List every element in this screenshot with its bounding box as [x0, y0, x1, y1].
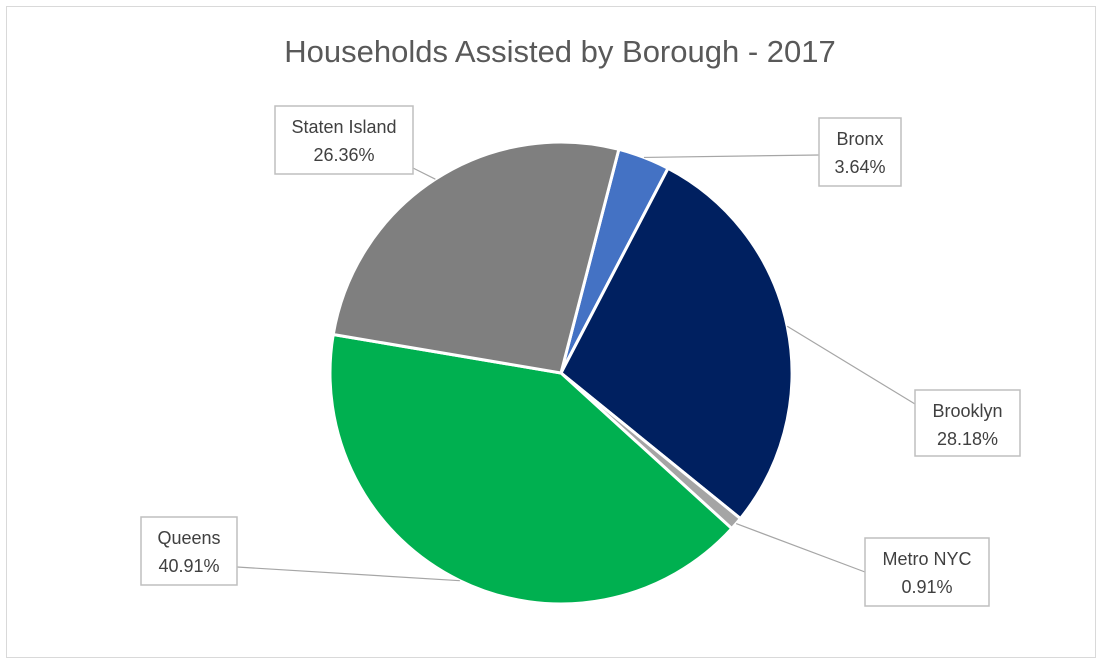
- data-label-metro-nyc: Metro NYC 0.91%: [864, 537, 990, 607]
- pie-slices: [328, 140, 794, 606]
- data-label-category: Staten Island: [291, 117, 396, 137]
- data-label-box: [914, 389, 1021, 457]
- chart-title: Households Assisted by Borough - 2017: [284, 34, 835, 69]
- data-label-percent: 3.64%: [834, 157, 885, 177]
- leader-lines: [236, 154, 916, 582]
- pie-slice-staten-island: [331, 140, 621, 375]
- data-label-queens: Queens 40.91%: [140, 516, 238, 586]
- data-label-category: Bronx: [836, 129, 883, 149]
- pie-slice-queens: [328, 332, 734, 606]
- leader-line: [786, 325, 916, 405]
- data-label-box: [140, 516, 238, 586]
- pie-slice-brooklyn: [559, 166, 794, 521]
- data-label-box: [274, 105, 414, 175]
- data-label-percent: 40.91%: [158, 556, 219, 576]
- data-label-staten-island: Staten Island 26.36%: [274, 105, 414, 175]
- data-label-box: [864, 537, 990, 607]
- leader-line: [735, 523, 866, 573]
- leader-line: [412, 167, 436, 180]
- data-label-bronx: Bronx 3.64%: [818, 117, 902, 187]
- data-label-percent: 26.36%: [313, 145, 374, 165]
- data-label-category: Metro NYC: [882, 549, 971, 569]
- data-label-percent: 28.18%: [937, 429, 998, 449]
- data-label-category: Queens: [157, 528, 220, 548]
- leader-line: [643, 154, 820, 159]
- data-label-category: Brooklyn: [932, 401, 1002, 421]
- leader-line: [236, 566, 460, 582]
- data-label-percent: 0.91%: [901, 577, 952, 597]
- data-label-brooklyn: Brooklyn 28.18%: [914, 389, 1021, 457]
- data-labels: Bronx 3.64% Brooklyn 28.18% Metro NYC 0.91% Qu…: [140, 105, 1021, 607]
- data-label-box: [818, 117, 902, 187]
